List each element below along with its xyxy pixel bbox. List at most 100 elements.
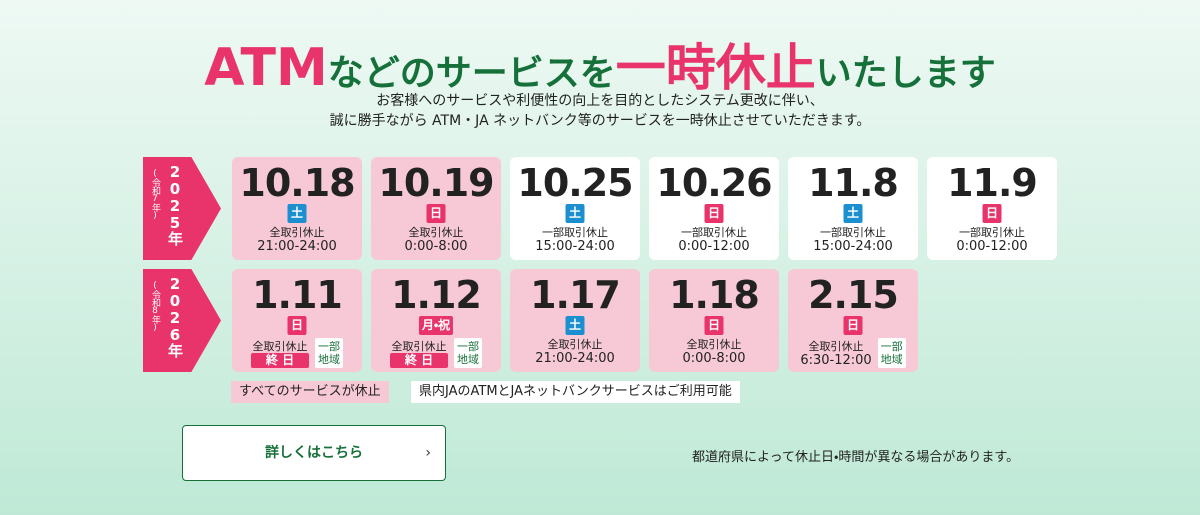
region-text: 地域 [457, 353, 479, 366]
suspension-type: 全取引休止 [391, 340, 447, 353]
date-card: 10.26 日一部取引休止 0:00-12:00 [649, 157, 779, 260]
date-card: 1.17 土全取引休止 21:00-24:00 [510, 269, 640, 372]
date: 10.19 [378, 161, 494, 205]
region-badge: 一部 地域 [877, 338, 906, 368]
detail: 全取引休止 0:00-8:00 [649, 338, 779, 366]
arrow-icon[interactable]: › [425, 445, 431, 461]
suspension-type: 一部取引休止 [958, 226, 1025, 239]
weekday-badge: 土 [287, 204, 307, 223]
detail: 全取引休止終 日一部 地域 [232, 338, 362, 368]
detail: 全取引休止 21:00-24:00 [510, 338, 640, 366]
description: お客様へのサービスや利便性の向上を目的としたシステム更改に伴い、誠に勝手ながら … [0, 91, 1200, 131]
date-card: 10.25 土一部取引休止 15:00-24:00 [510, 157, 640, 260]
description-line: 誠に勝手ながら ATM・JA ネットバンク等のサービスを一時休止させていただきま… [329, 113, 871, 129]
legend-item: 県内JAのATMとJAネットバンクサービスはご利用可能 [411, 381, 740, 403]
headline-part: ATM [204, 38, 328, 98]
weekday-badge: 日 [287, 316, 307, 335]
suspension-type: 全取引休止 [808, 340, 864, 353]
date-card: 11.9 日一部取引休止 0:00-12:00 [927, 157, 1057, 260]
detail-text: 全取引休止 0:00-8:00 [404, 226, 467, 254]
time: 6:30-12:00 [800, 353, 872, 368]
suspension-type: 全取引休止 [547, 338, 603, 351]
year: 2025年 [166, 163, 184, 245]
headline-part: 一時休止 [615, 39, 816, 97]
region-badge: 一部 地域 [315, 338, 343, 368]
weekday-badge: 日 [982, 204, 1002, 223]
detail-text: 全取引休止終 日 [390, 340, 448, 368]
weekday-badge: 日 [704, 316, 724, 335]
detail-text: 一部取引休止 0:00-12:00 [678, 226, 749, 254]
weekday-badge: 日 [704, 204, 724, 223]
region-text: 地域 [318, 353, 340, 366]
time: 0:00-12:00 [678, 239, 750, 254]
region-text: 一部 [457, 340, 479, 353]
time: 0:00-12:00 [956, 239, 1028, 254]
date-card: 2.15 日全取引休止 6:30-12:00 一部 地域 [788, 269, 918, 372]
date-card: 1.11 日全取引休止終 日一部 地域 [232, 269, 362, 372]
time: 15:00-24:00 [535, 239, 615, 254]
weekday-badge: 土 [565, 204, 585, 223]
detail: 全取引休止終 日一部 地域 [371, 338, 501, 368]
detail: 全取引休止 21:00-24:00 [232, 226, 362, 254]
date: 10.26 [656, 161, 772, 205]
suspension-type: 一部取引休止 [820, 226, 886, 239]
date: 10.18 [239, 161, 355, 205]
date: 1.12 [391, 273, 482, 317]
weekday-badge: 月・祝 [418, 316, 454, 335]
detail: 一部取引休止 15:00-24:00 [510, 226, 640, 254]
region-text: 地域 [880, 353, 903, 366]
detail-text: 一部取引休止 15:00-24:00 [813, 226, 893, 254]
time: 終 日 [251, 353, 309, 368]
legend-item: すべてのサービスが休止 [231, 381, 389, 403]
date-card: 10.19 日全取引休止 0:00-8:00 [371, 157, 501, 260]
time: 21:00-24:00 [257, 239, 337, 254]
year: 2026年 [166, 275, 184, 357]
date-card: 1.12 月・祝全取引休止終 日一部 地域 [371, 269, 501, 372]
headline: ATMなどのサービスを一時休止いたします [0, 28, 1200, 100]
details-button[interactable]: 詳しくはこちら › [182, 425, 446, 481]
note: 都道府県によって休止日・時間が異なる場合があります。 [692, 450, 1020, 465]
time: 15:00-24:00 [813, 239, 893, 254]
era: (令和7年) [150, 169, 160, 220]
weekday-badge: 日 [843, 316, 863, 335]
year-label: 2026年 (令和8年) [143, 269, 221, 372]
time: 21:00-24:00 [535, 351, 615, 366]
date: 11.9 [947, 161, 1038, 205]
headline-part: いたします [815, 53, 996, 94]
suspension-type: 全取引休止 [408, 226, 464, 239]
era: (令和8年) [150, 281, 160, 332]
suspension-type: 一部取引休止 [680, 226, 747, 239]
suspension-type: 全取引休止 [269, 226, 325, 239]
detail-text: 一部取引休止 0:00-12:00 [956, 226, 1027, 254]
suspension-type: 一部取引休止 [542, 226, 608, 239]
detail: 一部取引休止 0:00-12:00 [927, 226, 1057, 254]
date: 1.18 [669, 273, 760, 317]
weekday-badge: 土 [843, 204, 863, 223]
suspension-type: 全取引休止 [686, 338, 742, 351]
region-text: 一部 [880, 340, 903, 353]
weekday-badge: 日 [426, 204, 446, 223]
button-label[interactable]: 詳しくはこちら [265, 445, 363, 461]
headline-part: などのサービスを [327, 53, 616, 94]
date: 1.11 [252, 273, 343, 317]
detail-text: 全取引休止 21:00-24:00 [257, 226, 337, 254]
date: 11.8 [808, 161, 899, 205]
weekday-badge: 土 [565, 316, 585, 335]
date-card: 1.18 日全取引休止 0:00-8:00 [649, 269, 779, 372]
time: 終 日 [390, 353, 448, 368]
time: 0:00-8:00 [404, 239, 468, 254]
detail: 一部取引休止 15:00-24:00 [788, 226, 918, 254]
detail-text: 全取引休止終 日 [251, 340, 309, 368]
region-text: 一部 [318, 340, 340, 353]
date: 1.17 [530, 273, 621, 317]
suspension-type: 全取引休止 [252, 340, 308, 353]
detail: 一部取引休止 0:00-12:00 [649, 226, 779, 254]
year-label: 2025年 (令和7年) [143, 157, 221, 260]
detail-text: 全取引休止 0:00-8:00 [682, 338, 745, 366]
date-card: 11.8 土一部取引休止 15:00-24:00 [788, 157, 918, 260]
detail: 全取引休止 0:00-8:00 [371, 226, 501, 254]
detail-text: 一部取引休止 15:00-24:00 [535, 226, 615, 254]
description-line: お客様へのサービスや利便性の向上を目的としたシステム更改に伴い、 [376, 93, 824, 109]
date-card: 10.18 土全取引休止 21:00-24:00 [232, 157, 362, 260]
